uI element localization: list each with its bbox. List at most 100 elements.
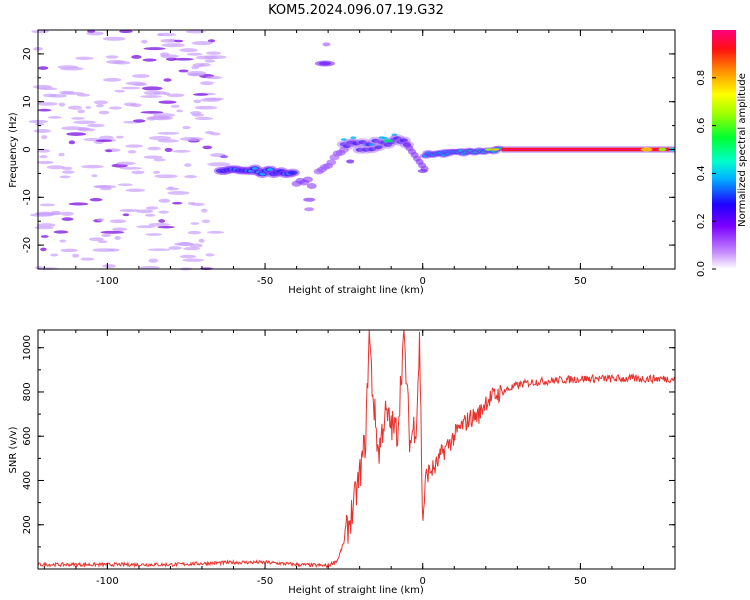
spectrogram-cell <box>106 59 126 64</box>
spectrogram-cell <box>172 149 191 153</box>
spectrogram-cell <box>190 222 200 225</box>
spectrogram-cell <box>68 202 89 206</box>
y-tick-label: -10 <box>22 189 33 205</box>
spectrogram-cell <box>185 30 206 34</box>
spectrogram-cell <box>302 176 313 183</box>
spectrogram-cell <box>36 223 56 228</box>
spectrogram-cell <box>154 174 178 179</box>
spectrogram-cell <box>148 222 171 227</box>
spectrogram-cell <box>119 208 140 213</box>
spectrogram-cell <box>158 198 171 203</box>
spectrogram-cell <box>119 29 133 34</box>
spectrogram-cell <box>148 258 159 263</box>
spectrogram-cell <box>131 55 142 59</box>
spectrogram-cell <box>91 174 98 178</box>
spectrogram-cell <box>184 163 192 167</box>
spectrogram-cell <box>383 139 394 143</box>
spectrogram-cell <box>220 155 229 159</box>
x-tick-label: -50 <box>257 276 273 287</box>
spectrogram-cell <box>89 198 103 202</box>
spectrogram-cell <box>201 219 211 224</box>
spectrogram-cell <box>165 57 177 61</box>
spectrogram-cell <box>77 109 85 114</box>
spectrogram-cell <box>122 213 130 217</box>
x-tick-label: 50 <box>574 576 587 587</box>
spectrogram-x-label: Height of straight line (km) <box>288 285 424 296</box>
spectrogram-cell <box>369 143 376 146</box>
spectrogram-cell <box>38 87 58 91</box>
x-tick-label: 50 <box>574 276 587 287</box>
spectrogram-cell <box>176 109 183 113</box>
colorbar-tick-label: 0.6 <box>696 118 707 134</box>
spectrogram-cell <box>205 75 223 80</box>
spectrogram-cell <box>40 235 49 238</box>
spectrogram-cell <box>205 51 222 55</box>
figure-title: KOM5.2024.096.07.19.G32 <box>268 3 444 18</box>
spectrogram-y-ticks: -20 -10 0 10 20 <box>22 29 675 270</box>
spectrogram-cell <box>340 138 347 141</box>
spectrogram-cell <box>38 66 49 70</box>
spectrogram-cell <box>177 242 193 246</box>
spectrogram-cell <box>75 56 94 61</box>
snr-x-label: Height of straight line (km) <box>288 585 424 596</box>
spectrogram-cell <box>304 207 315 212</box>
x-tick-label: 0 <box>420 576 426 587</box>
spectrogram-cell <box>179 48 198 53</box>
spectrogram-cell <box>107 248 120 252</box>
spectrogram-cell <box>60 248 79 253</box>
spectrogram-cell <box>58 152 65 157</box>
spectrogram-cell <box>160 38 178 43</box>
spectrogram-cell <box>371 138 380 143</box>
colorbar: 0.0 0.2 0.4 0.6 0.8 Normalized spectral ampl… <box>696 30 748 277</box>
spectrogram-cell <box>157 225 175 229</box>
spectrogram-cell <box>153 90 167 95</box>
spectrogram-cell <box>61 170 75 174</box>
spectrogram-cell <box>303 197 316 202</box>
spectrogram-cell <box>108 106 122 110</box>
spectrogram-cell <box>200 208 208 213</box>
spectrogram-cell <box>182 126 191 130</box>
spectrogram-cell <box>191 65 200 70</box>
spectrogram-cell <box>41 135 48 140</box>
spectrogram-cell <box>167 191 190 195</box>
y-tick-label: 10 <box>22 95 33 108</box>
spectrogram-cell <box>109 219 127 224</box>
spectrogram-cell <box>343 143 352 148</box>
spectrogram-cell <box>140 110 164 114</box>
spectrogram-cell <box>130 103 142 108</box>
spectrogram-cell <box>200 98 221 102</box>
snr-y-ticks: 200 400 600 800 1000 <box>22 335 675 548</box>
spectrogram-cell <box>36 160 54 165</box>
spectrogram-cell <box>127 150 137 154</box>
spectrogram-cell <box>66 132 87 136</box>
spectrogram-cell <box>322 42 331 47</box>
spectrogram-cell <box>136 225 156 229</box>
spectrogram-cell <box>147 248 171 252</box>
spectrogram-cell <box>188 72 205 77</box>
spectrogram-cell <box>173 39 184 43</box>
spectrogram-cell <box>59 67 84 71</box>
spectrogram-cell <box>484 148 493 151</box>
spectrogram-cell <box>143 155 163 159</box>
spectrogram-cell <box>143 47 166 51</box>
spectrogram-cell <box>179 137 204 141</box>
spectrogram-cell <box>193 99 202 104</box>
y-tick-label: 0 <box>22 146 33 152</box>
spectrogram-cell <box>61 217 74 221</box>
spectrogram-cell <box>115 135 124 139</box>
spectrogram-cell <box>141 39 148 44</box>
spectrogram-cell <box>47 116 62 119</box>
spectrogram-cell <box>119 166 143 170</box>
colorbar-tick-label: 0.4 <box>696 165 707 181</box>
spectrogram-cell <box>61 126 84 131</box>
spectrogram-x-ticks: -100 -50 0 50 <box>43 30 676 287</box>
colorbar-tick-label: 0.0 <box>696 261 707 277</box>
snr-frame <box>37 329 676 570</box>
y-tick-label: 20 <box>22 48 33 61</box>
spectrogram-cell <box>168 246 182 250</box>
spectrogram-cell <box>158 210 169 214</box>
snr-series-line <box>37 329 676 569</box>
spectrogram-cell <box>48 94 67 98</box>
spectrogram-cell <box>50 253 59 257</box>
